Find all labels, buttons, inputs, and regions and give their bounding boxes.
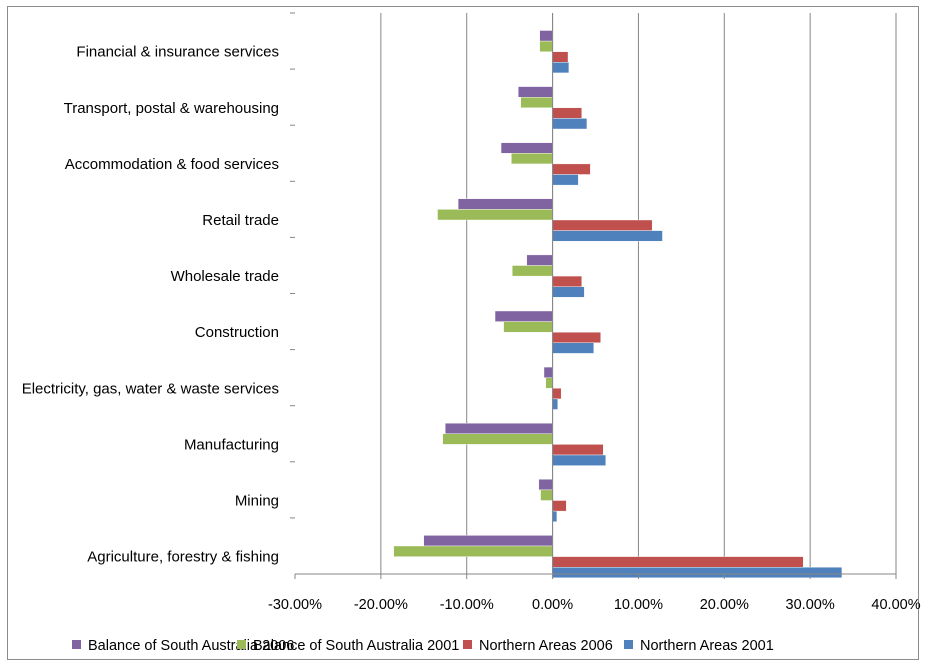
bar [445,423,553,435]
bar [423,535,553,547]
bar [552,275,582,287]
bar [442,433,553,445]
x-tick-label: 40.00% [871,597,920,613]
legend-label: Northern Areas 2001 [640,638,774,654]
bar [545,377,553,389]
category-label: Mining [235,493,279,510]
bar [503,321,553,333]
category-label: Wholesale trade [171,268,279,285]
bar [552,556,804,568]
legend-swatch [237,640,246,649]
bar [539,30,553,42]
legend-label: Balance of South Australia 2001 [253,638,459,654]
category-label: Accommodation & food services [65,156,279,173]
bars [393,30,843,579]
gridlines [380,13,897,574]
x-tick-label: 30.00% [786,597,835,613]
bar [552,107,582,119]
bar [511,153,553,165]
bar [552,62,570,74]
bar [520,96,553,108]
x-tick-label: 20.00% [700,597,749,613]
category-label: Financial & insurance services [76,44,279,61]
category-label: Agriculture, forestry & fishing [87,549,279,566]
legend-swatch [463,640,472,649]
bar [552,398,558,410]
bar [543,366,553,378]
bar [539,40,553,52]
category-label: Transport, postal & warehousing [64,100,279,117]
bar [494,310,553,322]
axes [290,12,897,579]
category-labels: Financial & insurance services Transport,… [22,44,279,566]
x-tick-label: -30.00% [268,597,322,613]
bar [538,479,553,491]
bar [540,489,553,501]
x-tick-label: 10.00% [614,597,663,613]
bar [552,230,663,242]
bar [552,174,579,186]
bar [552,500,567,512]
bar [552,286,585,298]
bar [552,118,588,130]
legend-swatch [624,640,633,649]
bar [552,454,607,466]
bar [552,51,569,63]
bar [552,510,558,522]
x-tick-label: -10.00% [440,597,494,613]
category-label: Construction [195,324,279,341]
x-tick-label: -20.00% [354,597,408,613]
bar [457,198,553,210]
bar [552,219,653,231]
legend-swatch [72,640,81,649]
bar [552,388,562,400]
bar [552,567,843,579]
legend-label: Northern Areas 2006 [479,638,613,654]
bar [552,163,591,175]
bar [552,444,604,456]
bar [552,332,601,344]
x-tick-label: 0.00% [532,597,573,613]
category-label: Retail trade [202,212,279,229]
bar [393,545,553,557]
bar [526,254,553,266]
bar [518,86,553,98]
bar [552,342,594,354]
bar [437,209,553,221]
category-label: Manufacturing [184,436,279,453]
bar [512,265,553,277]
bar [500,142,553,154]
tick-labels: -30.00% -20.00% -10.00% 0.00% 10.00% 20.00% 30… [268,597,921,613]
category-label: Electricity, gas, water & waste services [22,380,279,397]
